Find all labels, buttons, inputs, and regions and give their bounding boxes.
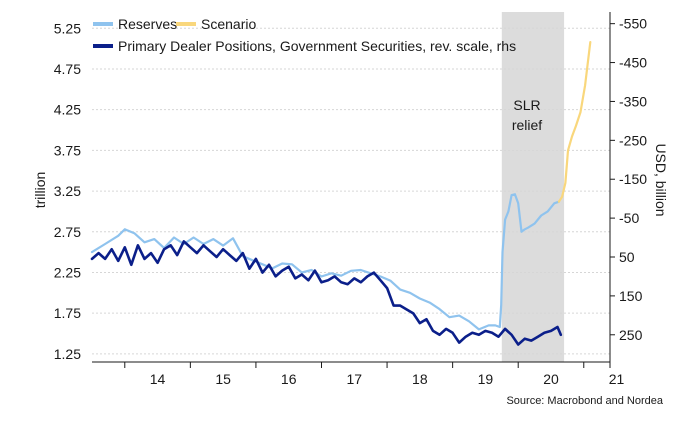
left-tick-label: 1.75 [54, 305, 81, 321]
left-axis-title: trillion [32, 172, 48, 209]
left-tick-label: 3.75 [54, 142, 81, 158]
series-line-scenario [557, 41, 592, 203]
legend-label-reserves: Reserves [118, 16, 177, 32]
source-note: Source: Macrobond and Nordea [506, 395, 663, 407]
right-tick-label: -350 [619, 93, 647, 109]
right-tick-label: 50 [619, 249, 635, 265]
plot-lines [90, 41, 592, 346]
left-tick-label: 5.25 [54, 20, 81, 36]
series-line-primary-dealer-positions-gov [90, 240, 563, 346]
left-tick-label: 2.75 [54, 224, 81, 240]
right-tick-label: -550 [619, 16, 647, 32]
x-tick-label: 21 [609, 371, 625, 387]
right-axis-ticks: 250 150 50 -50 -150 -250 -350 -450 -550 [609, 12, 647, 362]
legend: Reserves Scenario Primary Dealer Positio… [93, 16, 516, 54]
shade-label-line2: relief [512, 117, 542, 133]
left-tick-label: 2.25 [54, 264, 81, 280]
x-tick-label: 19 [478, 371, 494, 387]
left-tick-label: 3.25 [54, 183, 81, 199]
x-ticks: 14 15 16 17 18 19 20 21 [124, 362, 625, 387]
x-tick-label: 18 [412, 371, 428, 387]
left-axis-ticks: 1.25 1.75 2.25 2.75 3.25 3.75 4.25 4.75 5.25 [54, 20, 81, 362]
right-tick-label: -150 [619, 171, 647, 187]
right-tick-label: 250 [619, 327, 643, 343]
x-tick-label: 14 [150, 371, 166, 387]
shade-label-line1: SLR [513, 97, 540, 113]
right-tick-label: 150 [619, 288, 643, 304]
right-tick-label: -50 [619, 210, 639, 226]
x-tick-label: 16 [281, 371, 297, 387]
shaded-region [501, 12, 565, 362]
left-tick-label: 4.75 [54, 61, 81, 77]
x-tick-label: 17 [346, 371, 362, 387]
x-tick-label: 20 [543, 371, 559, 387]
legend-label-dealer: Primary Dealer Positions, Government Sec… [118, 38, 516, 54]
right-axis-title: USD, billion [653, 143, 669, 216]
series-line-reserves [90, 193, 560, 331]
legend-label-scenario: Scenario [201, 16, 256, 32]
left-tick-label: 4.25 [54, 102, 81, 118]
left-tick-label: 1.25 [54, 346, 81, 362]
x-tick-label: 15 [215, 371, 231, 387]
right-tick-label: -450 [619, 55, 647, 71]
right-tick-label: -250 [619, 132, 647, 148]
